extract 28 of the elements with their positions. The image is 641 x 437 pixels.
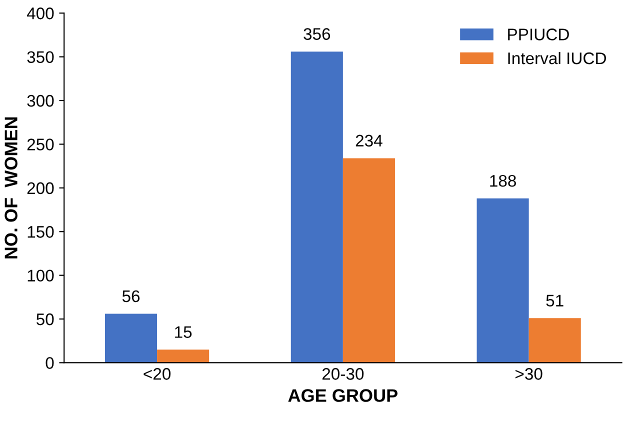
y-tick-label: 400 <box>26 8 54 20</box>
legend-label: Interval IUCD <box>508 52 606 64</box>
data-label: 15 <box>175 326 192 338</box>
bar <box>290 52 343 363</box>
y-axis-title: NO. OF WOMEN <box>4 117 18 258</box>
y-tick-label: 250 <box>27 138 54 150</box>
data-label: 56 <box>122 290 140 302</box>
bar <box>157 350 210 363</box>
x-tick-label: >30 <box>516 368 542 380</box>
y-tick-label: 350 <box>27 51 54 64</box>
bar <box>342 158 395 363</box>
data-label: 234 <box>356 134 382 147</box>
legend-label: PPIUCD <box>508 28 569 40</box>
bar <box>104 314 158 363</box>
bar <box>476 198 529 363</box>
y-tick-label: 50 <box>36 313 54 326</box>
x-axis-title: AGE GROUP <box>288 389 398 402</box>
x-tick-label: 20-30 <box>322 368 364 380</box>
data-label: 188 <box>490 174 516 187</box>
data-label: 356 <box>304 28 330 40</box>
y-tick-label: 200 <box>27 182 54 194</box>
y-tick-label: 300 <box>27 94 54 107</box>
y-tick-label: 100 <box>28 270 54 282</box>
x-tick-label: <20 <box>144 368 171 380</box>
y-tick-label: 0 <box>46 357 54 369</box>
y-tick-label: 150 <box>28 226 54 238</box>
bar <box>528 318 581 363</box>
data-label: 51 <box>546 294 564 307</box>
